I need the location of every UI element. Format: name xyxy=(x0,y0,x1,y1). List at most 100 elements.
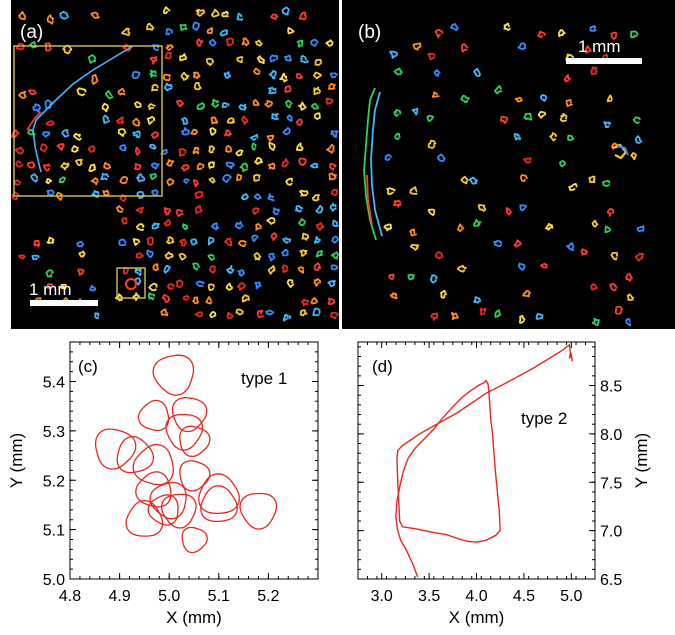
panel-a-scale-label: 1 mm xyxy=(29,280,72,299)
particle-track xyxy=(32,103,41,113)
particle-track xyxy=(477,203,487,212)
particle-track xyxy=(44,99,53,110)
trajectory-loop xyxy=(181,526,208,554)
particle-track xyxy=(268,70,277,80)
particle-track xyxy=(149,143,157,150)
particle-track xyxy=(76,241,85,248)
particle-track xyxy=(235,308,245,316)
particle-track xyxy=(94,312,100,320)
y-axis-label: Y (mm) xyxy=(632,433,651,488)
particle-track xyxy=(134,101,142,109)
particle-track xyxy=(45,178,53,185)
particle-track xyxy=(427,139,437,149)
panel-b-particle-tracks xyxy=(363,22,645,327)
particle-track xyxy=(210,98,220,108)
particle-track xyxy=(286,114,293,122)
particle-track xyxy=(299,309,308,317)
particle-track xyxy=(469,176,479,185)
particle-track xyxy=(535,312,544,320)
particle-track xyxy=(194,204,203,215)
particle-track xyxy=(267,86,277,95)
particle-track xyxy=(41,131,51,138)
particle-track xyxy=(252,173,261,182)
particle-track xyxy=(286,279,295,289)
particle-track xyxy=(330,311,339,320)
particle-track xyxy=(384,153,393,162)
particle-track xyxy=(326,143,335,154)
particle-track xyxy=(134,268,142,277)
particle-track xyxy=(388,273,395,281)
particle-track xyxy=(434,28,444,39)
particle-track xyxy=(409,186,418,195)
particle-track xyxy=(225,161,235,170)
particle-track xyxy=(297,101,307,111)
particle-track xyxy=(393,199,402,208)
particle-track xyxy=(300,298,310,307)
particle-track xyxy=(267,193,275,202)
particle-track xyxy=(456,264,467,273)
particle-track xyxy=(180,163,190,172)
particle-track xyxy=(281,158,290,168)
x-tick-label: 3.0 xyxy=(371,588,393,605)
y-tick-label: 8.0 xyxy=(600,427,622,444)
particle-track xyxy=(473,67,482,77)
particle-track xyxy=(549,132,558,142)
x-axis-label: X (mm) xyxy=(166,608,222,627)
particle-track xyxy=(522,290,531,298)
particle-track xyxy=(329,72,339,79)
y-tick-label: 5.3 xyxy=(43,424,65,441)
particle-track xyxy=(604,225,612,234)
panel-a-image: (a) 1 mm xyxy=(11,0,339,329)
particle-track xyxy=(253,67,261,76)
particle-track xyxy=(150,131,159,140)
particle-track xyxy=(473,218,482,227)
particle-track xyxy=(394,132,401,141)
particle-track xyxy=(389,292,398,300)
trajectory-loop xyxy=(198,473,241,515)
particle-track xyxy=(18,10,27,21)
particle-track xyxy=(226,264,235,275)
panel-d-plot: (d) type 2 3.0 3.5 4.0 4.5 5.0 6.5 7.0 7.5 8.0 8.… xyxy=(357,341,651,627)
panel-a-particle-tracks xyxy=(11,6,339,322)
x-tick-label: 4.5 xyxy=(513,588,535,605)
particle-track xyxy=(135,223,145,232)
particle-track xyxy=(589,25,597,32)
y-tick-label: 5.1 xyxy=(43,523,65,540)
particle-track xyxy=(519,204,528,212)
particle-track xyxy=(205,57,214,67)
particle-track xyxy=(209,310,217,319)
particle-track xyxy=(330,130,339,139)
particle-track xyxy=(539,94,548,102)
long-particle-track xyxy=(363,87,377,241)
particle-track xyxy=(266,134,275,142)
particle-track xyxy=(266,217,276,225)
particle-track xyxy=(235,173,243,182)
particle-track xyxy=(537,30,546,39)
particle-track xyxy=(503,22,512,32)
x-tick-label: 4.8 xyxy=(59,588,81,605)
particle-track xyxy=(255,39,263,47)
particle-track xyxy=(251,234,259,242)
particle-track xyxy=(146,115,156,125)
particle-track xyxy=(434,251,444,260)
particle-track xyxy=(207,236,215,246)
particle-track xyxy=(267,162,276,170)
particle-track xyxy=(518,314,526,324)
particle-track xyxy=(160,148,168,155)
particle-track xyxy=(179,238,188,247)
particle-track xyxy=(175,99,185,108)
particle-track xyxy=(209,127,217,136)
particle-track xyxy=(411,107,419,116)
y-tick-label: 5.0 xyxy=(43,572,65,589)
particle-track xyxy=(566,134,575,141)
particle-track xyxy=(523,157,532,164)
particle-track xyxy=(287,26,295,35)
y-axis-label: Y (mm) xyxy=(7,433,26,488)
particle-track xyxy=(165,159,175,167)
particle-track xyxy=(91,73,99,85)
particle-track xyxy=(614,305,624,315)
particle-track xyxy=(163,82,173,92)
panel-b-image: (b) 1 mm xyxy=(342,0,675,329)
long-particle-track xyxy=(366,174,373,226)
particle-track xyxy=(208,38,217,47)
